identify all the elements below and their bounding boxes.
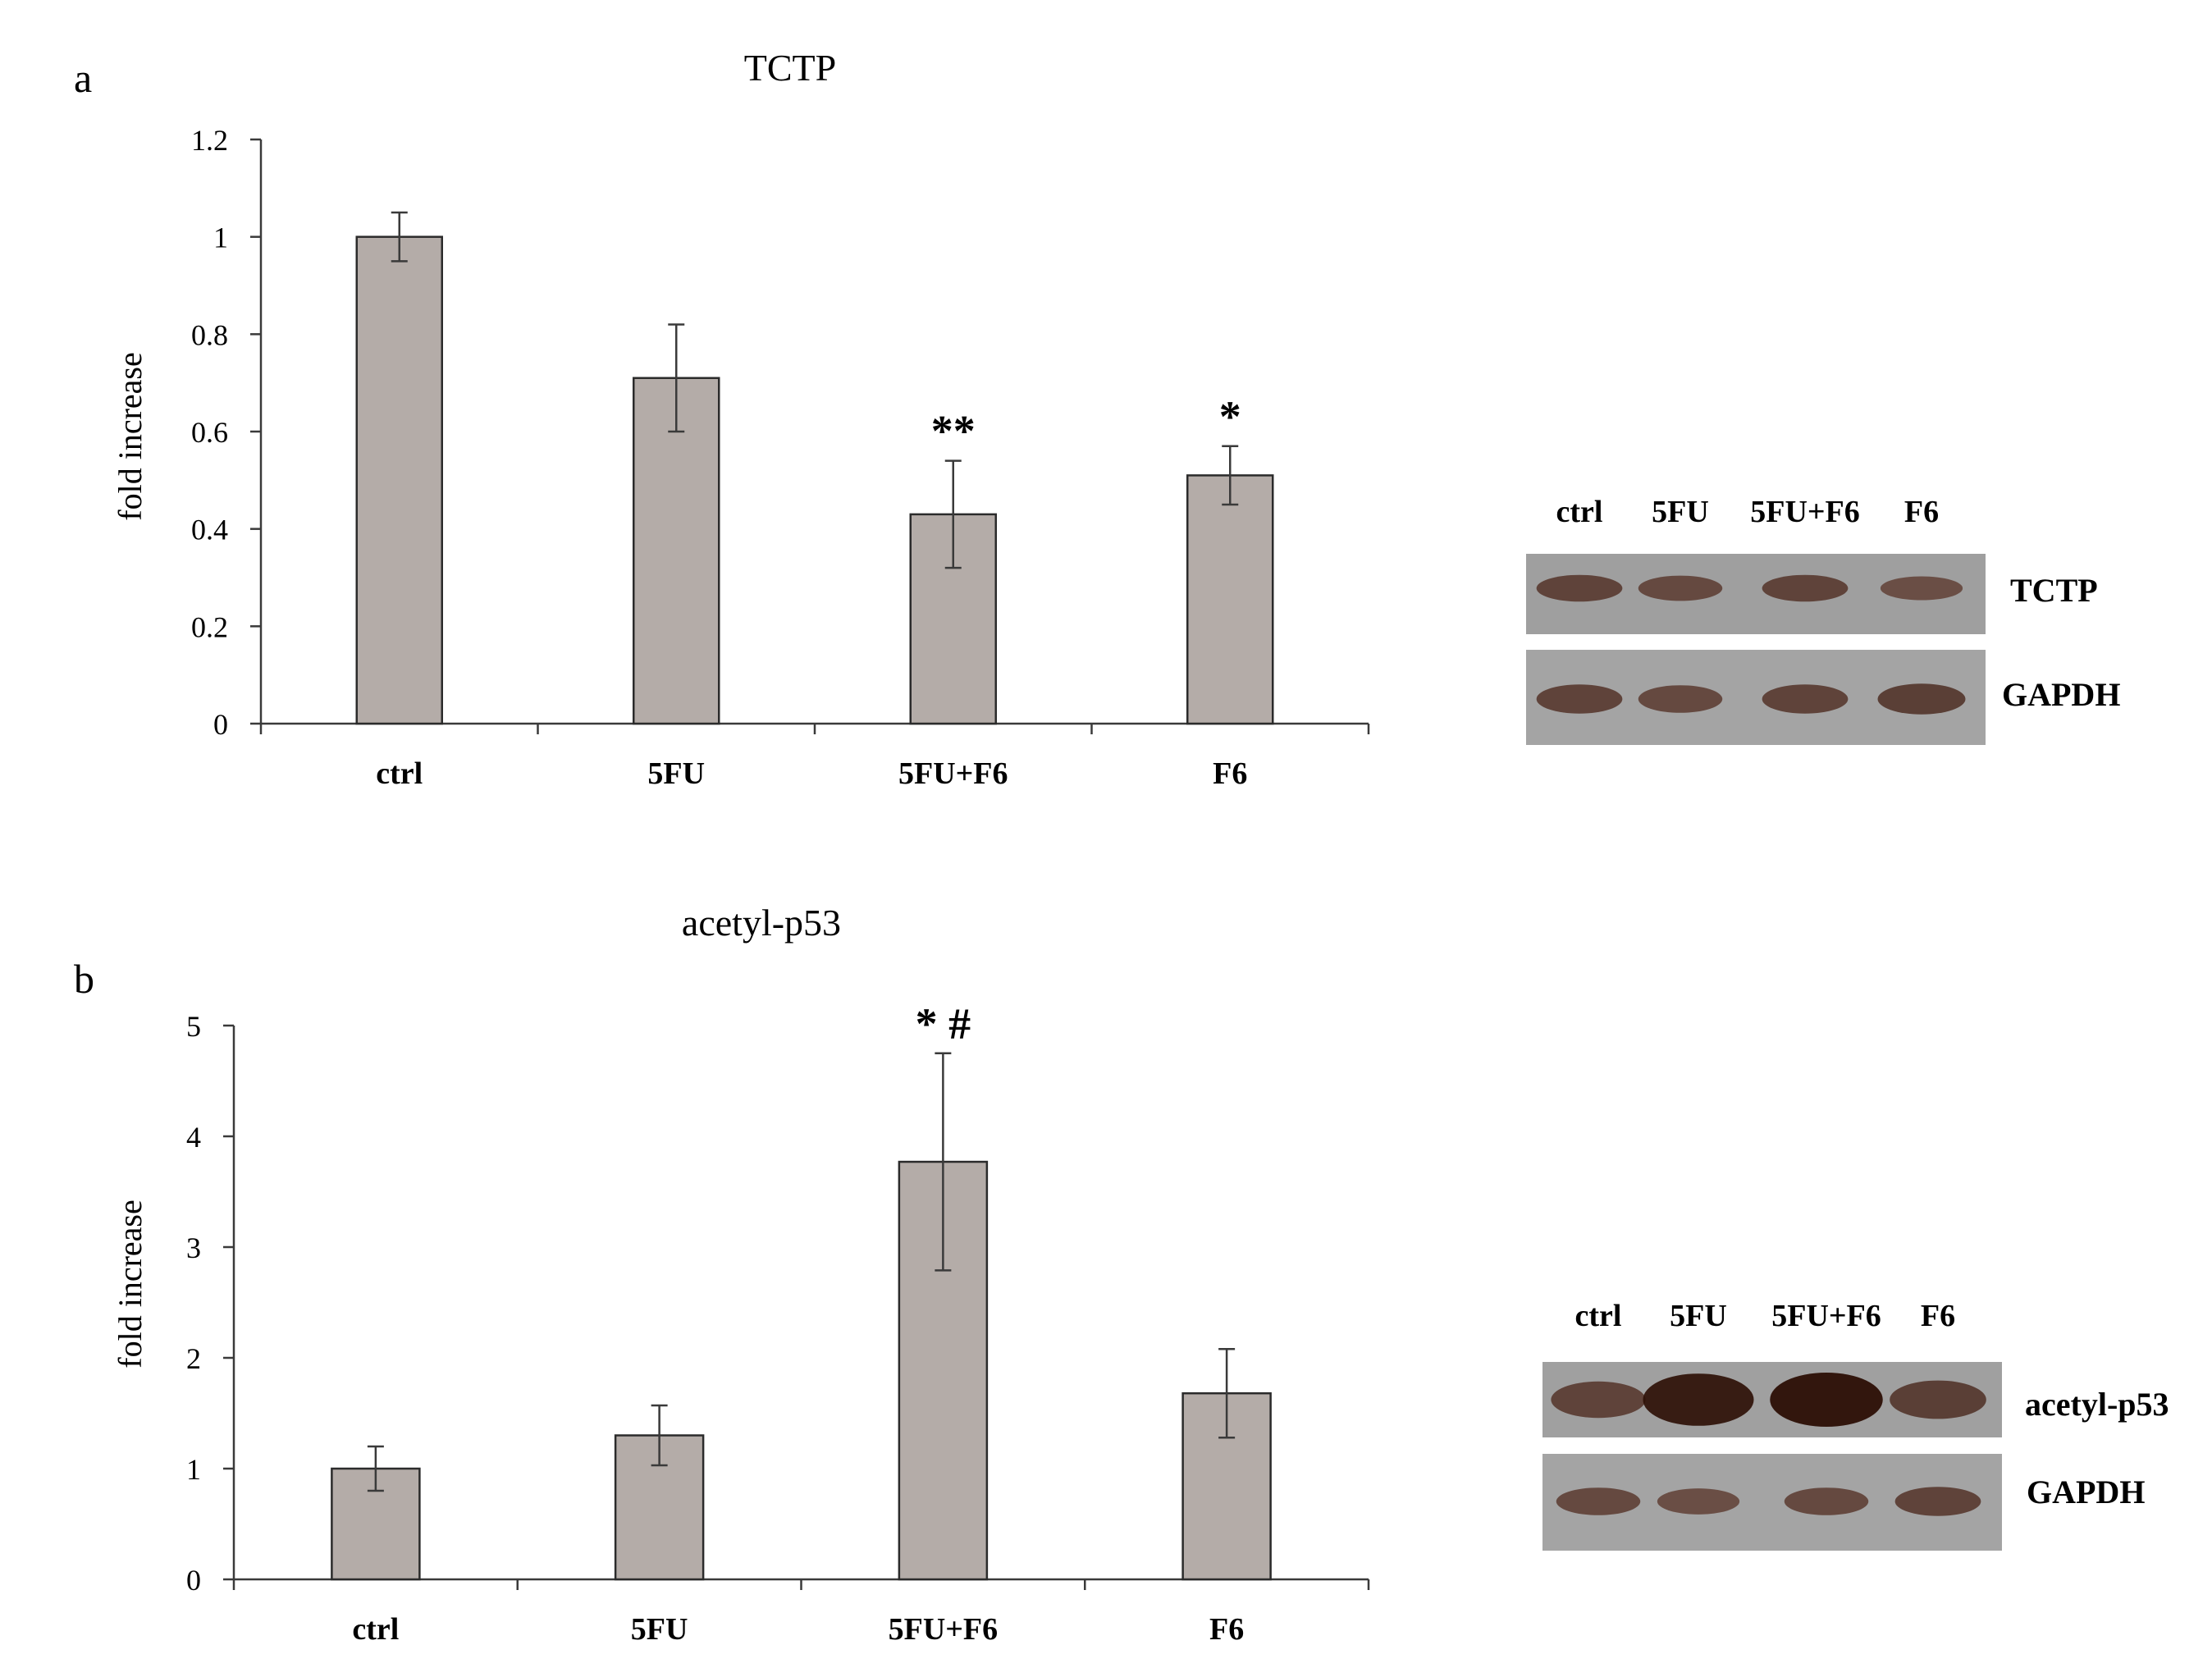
blot-a: ctrl 5FU 5FU+F6 F6 TCTP GAPDH [1526,495,2120,745]
panel-a: a TCTP fold increase 0 0.2 0.4 0.6 0.8 1 1.2 ct… [74,47,2120,791]
panel-letter-a: a [74,55,92,101]
chart-b-title: acetyl-p53 [682,902,841,944]
chart-a-plot: 0 0.2 0.4 0.6 0.8 1 1.2 ctrl 5FU 5FU+F6 ** F6 * [191,124,1370,791]
blot-a-band-row2-lane3 [1762,684,1849,714]
blot-a-band-row1-lane4 [1880,576,1963,601]
blot-a-band-row2-lane4 [1877,683,1966,715]
blot-a-lane-label-1: ctrl [1556,495,1603,529]
blot-b-lane-label-4: F6 [1921,1299,1955,1333]
chart-b-annotation-2: * # [916,999,971,1049]
blot-b-lane-label-3: 5FU+F6 [1771,1299,1881,1333]
blot-a-lane-label-2: 5FU [1652,495,1709,529]
blot-b-band-row2-lane3 [1784,1487,1869,1515]
chart-a-ytick-label-1: 0.2 [191,610,228,643]
chart-b-xtick-label-0: ctrl [352,1612,399,1647]
blot-b-band-row1-lane3 [1770,1373,1883,1427]
chart-a-ylabel: fold increase [112,352,149,520]
chart-b-xtick-label-3: F6 [1209,1612,1244,1647]
blot-a-band-row2-lane2 [1638,685,1723,713]
chart-a-ytick-label-0: 0 [213,708,228,741]
chart-b-ytick-label-3: 3 [186,1231,201,1264]
blot-a-bands-row-2 [1536,683,1966,715]
chart-a-ytick-label-2: 0.4 [191,514,228,546]
chart-b-ytick-label-5: 5 [186,1010,201,1043]
blot-a-bands-row-1 [1536,574,1963,602]
chart-a-ytick-label-3: 0.6 [191,416,228,449]
chart-b-ytick-label-1: 1 [186,1453,201,1486]
blot-b: ctrl 5FU 5FU+F6 F6 acetyl-p53 GAPDH [1542,1299,2169,1551]
blot-b-lane-label-1: ctrl [1575,1299,1622,1333]
blot-b-band-row2-lane4 [1894,1487,1981,1516]
chart-a-bar-1 [633,377,720,725]
chart-b-plot: 0 1 2 3 4 5 ctrl 5FU 5FU+F6 * # F6 [186,999,1370,1647]
blot-b-lane-label-2: 5FU [1670,1299,1727,1333]
blot-b-bands-row-2 [1556,1487,1981,1516]
blot-b-band-row2-lane1 [1556,1487,1641,1515]
blot-b-band-row2-lane2 [1657,1488,1740,1515]
blot-a-band-row2-lane1 [1536,684,1623,714]
blot-a-band-row1-lane1 [1536,574,1623,602]
chart-b-ytick-label-4: 4 [186,1121,201,1154]
blot-b-row-label-2: GAPDH [2027,1474,2145,1510]
chart-a-xtick-label-0: ctrl [376,756,423,791]
chart-a-title: TCTP [744,47,836,89]
blot-b-band-row1-lane1 [1551,1381,1646,1419]
blot-a-lane-label-3: 5FU+F6 [1750,495,1860,529]
blot-a-lane-label-4: F6 [1904,495,1939,529]
chart-a-xtick-label-3: F6 [1213,756,1247,791]
panel-letter-b: b [74,956,94,1002]
chart-a-bar-3 [1186,474,1274,725]
panel-b: b acetyl-p53 fold increase 0 1 2 3 4 5 ctrl 5FU… [74,902,2169,1647]
chart-a-ytick-label-5: 1 [213,222,228,254]
chart-a-bar-0 [355,235,443,725]
chart-b-xtick-label-2: 5FU+F6 [889,1612,999,1647]
blot-b-band-row1-lane2 [1643,1373,1754,1426]
blot-a-row-label-1: TCTP [2010,572,2098,609]
blot-b-row-label-1: acetyl-p53 [2025,1386,2169,1423]
blot-a-row-label-2: GAPDH [2002,676,2120,713]
chart-b-xtick-label-1: 5FU [631,1612,688,1647]
chart-a-annotation-3: * [1219,392,1241,441]
blot-a-band-row1-lane2 [1638,575,1723,601]
chart-a-xtick-label-1: 5FU [647,756,705,791]
chart-a-ytick-label-4: 0.8 [191,318,228,351]
chart-a-ytick-label-6: 1.2 [191,124,228,157]
blot-b-bands-row-1 [1551,1373,1986,1427]
chart-a-annotation-2: ** [931,407,976,456]
chart-b-ytick-label-2: 2 [186,1342,201,1375]
blot-b-band-row1-lane4 [1890,1380,1986,1419]
chart-b-ytick-label-0: 0 [186,1564,201,1597]
chart-b-ylabel: fold increase [112,1199,149,1368]
chart-a-xtick-label-2: 5FU+F6 [898,756,1008,791]
blot-a-band-row1-lane3 [1762,574,1849,602]
